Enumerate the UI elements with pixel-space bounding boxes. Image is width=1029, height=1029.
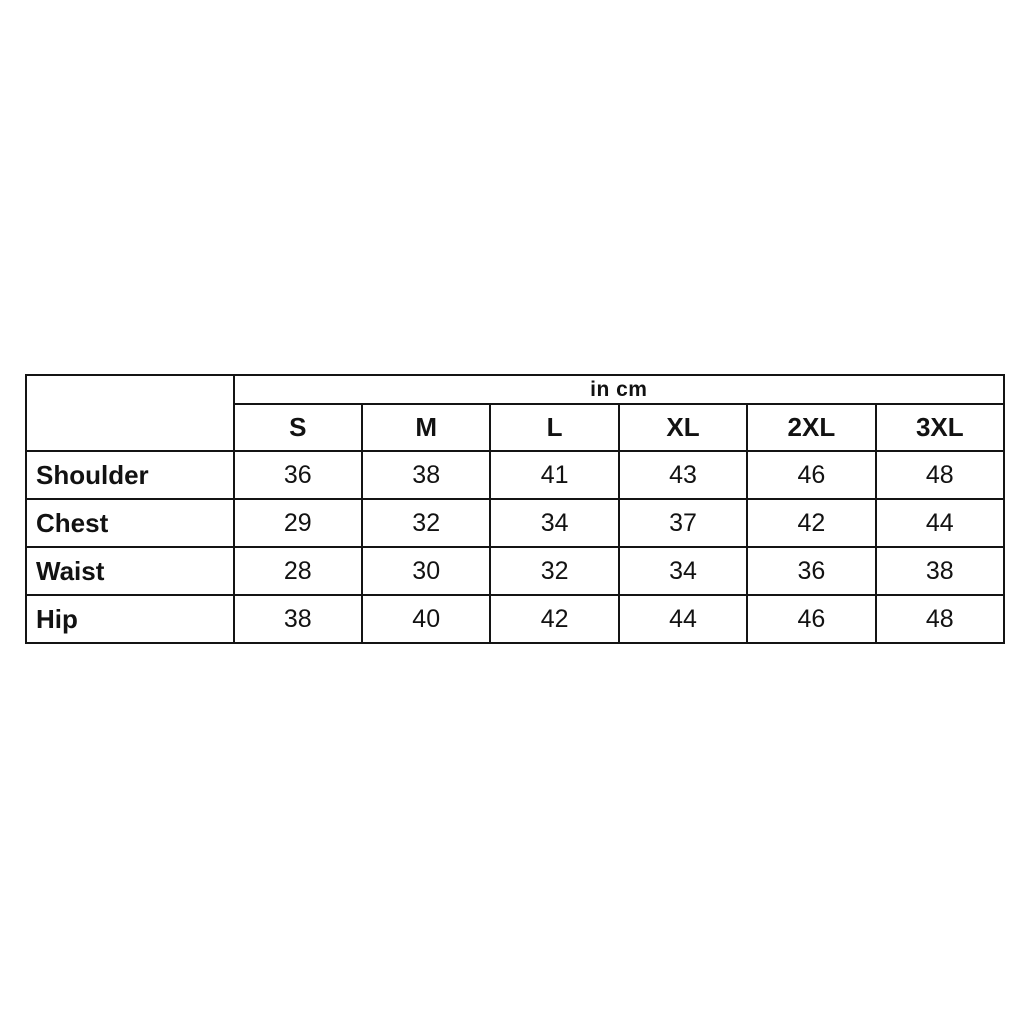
size-header-row: S M L XL 2XL 3XL: [26, 403, 1006, 452]
size-chart-body: Shoulder 36 38 41 43 46 48 Chest 29 32 34 37 42 44 Wai…: [25, 450, 1006, 644]
value-cell: 32: [361, 498, 492, 548]
size-header-3xl: 3XL: [874, 403, 1006, 452]
size-header-s: S: [232, 403, 364, 452]
row-label: Shoulder: [25, 450, 235, 500]
row-label: Chest: [25, 498, 235, 548]
size-chart-table: in cm S M L XL 2XL 3XL Shoulder 36 38 41 43 46 48 Ch…: [25, 374, 1006, 644]
value-cell: 42: [746, 498, 877, 548]
size-header-m: M: [361, 403, 492, 452]
value-cell: 46: [746, 594, 877, 644]
size-header-l: L: [489, 403, 620, 452]
corner-cell: [25, 374, 235, 452]
value-cell: 48: [874, 594, 1006, 644]
size-chart-header: in cm S M L XL 2XL 3XL: [25, 374, 1006, 452]
row-label: Waist: [25, 546, 235, 596]
value-cell: 44: [617, 594, 749, 644]
value-cell: 32: [489, 546, 620, 596]
value-cell: 38: [874, 546, 1006, 596]
value-cell: 34: [617, 546, 749, 596]
value-cell: 41: [489, 450, 620, 500]
value-cell: 48: [874, 450, 1006, 500]
value-cell: 36: [232, 450, 364, 500]
row-label: Hip: [25, 594, 235, 644]
value-cell: 36: [746, 546, 877, 596]
table-row-shoulder: Shoulder 36 38 41 43 46 48: [25, 450, 1006, 500]
value-cell: 34: [489, 498, 620, 548]
value-cell: 29: [232, 498, 364, 548]
value-cell: 28: [232, 546, 364, 596]
value-cell: 40: [361, 594, 492, 644]
value-cell: 30: [361, 546, 492, 596]
value-cell: 43: [617, 450, 749, 500]
unit-header-cell: in cm: [232, 374, 1006, 405]
value-cell: 46: [746, 450, 877, 500]
unit-header-row: in cm: [25, 374, 1006, 452]
value-cell: 44: [874, 498, 1006, 548]
size-header-2xl: 2XL: [746, 403, 877, 452]
value-cell: 38: [361, 450, 492, 500]
size-header-xl: XL: [617, 403, 749, 452]
value-cell: 37: [617, 498, 749, 548]
value-cell: 42: [489, 594, 620, 644]
table-row-waist: Waist 28 30 32 34 36 38: [25, 546, 1006, 596]
table-row-hip: Hip 38 40 42 44 46 48: [25, 594, 1006, 644]
value-cell: 38: [232, 594, 364, 644]
table-row-chest: Chest 29 32 34 37 42 44: [25, 498, 1006, 548]
